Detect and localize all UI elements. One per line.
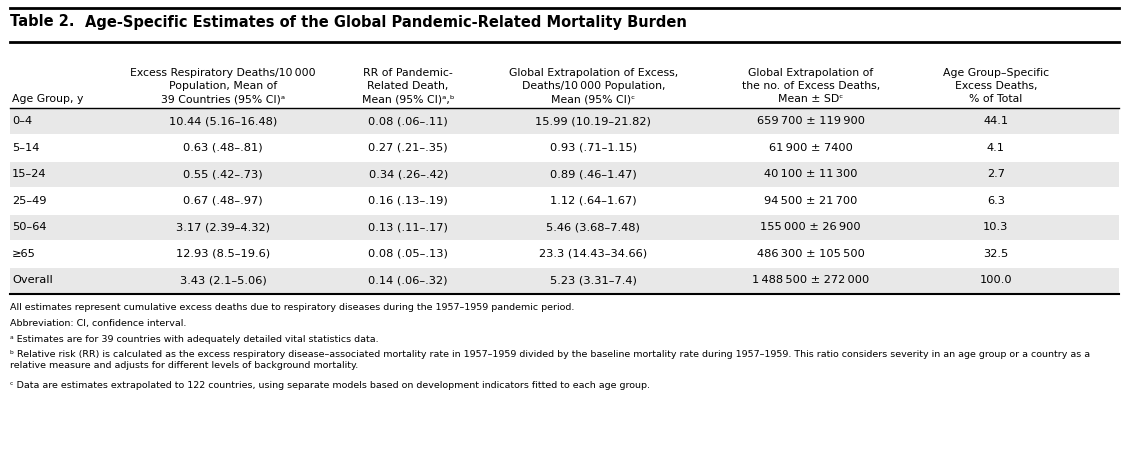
Bar: [10, 108, 1119, 135]
Text: 4.1: 4.1: [987, 143, 1005, 153]
Bar: [10, 161, 1119, 188]
Text: 0.16 (.13–.19): 0.16 (.13–.19): [369, 196, 449, 206]
Text: 61 900 ± 7400: 61 900 ± 7400: [769, 143, 853, 153]
Text: ᵃ Estimates are for 39 countries with adequately detailed vital statistics data.: ᵃ Estimates are for 39 countries with ad…: [10, 334, 379, 343]
Text: 3.17 (2.39–4.32): 3.17 (2.39–4.32): [176, 222, 270, 232]
Text: All estimates represent cumulative excess deaths due to respiratory diseases dur: All estimates represent cumulative exces…: [10, 303, 575, 312]
Text: 40 100 ± 11 300: 40 100 ± 11 300: [764, 169, 858, 179]
Text: Table 2.: Table 2.: [10, 14, 74, 30]
Text: 2.7: 2.7: [987, 169, 1005, 179]
Text: Age-Specific Estimates of the Global Pandemic-Related Mortality Burden: Age-Specific Estimates of the Global Pan…: [85, 14, 686, 30]
Text: 25–49: 25–49: [12, 196, 46, 206]
Text: Global Extrapolation of Excess,
Deaths/10 000 Population,
Mean (95% CI)ᶜ: Global Extrapolation of Excess, Deaths/1…: [508, 68, 678, 104]
Text: ᶜ Data are estimates extrapolated to 122 countries, using separate models based : ᶜ Data are estimates extrapolated to 122…: [10, 381, 650, 390]
Text: 659 700 ± 119 900: 659 700 ± 119 900: [756, 116, 864, 126]
Text: 15.99 (10.19–21.82): 15.99 (10.19–21.82): [535, 116, 651, 126]
Text: ≥65: ≥65: [12, 249, 36, 259]
Text: 0.08 (.06–.11): 0.08 (.06–.11): [369, 116, 449, 126]
Bar: [10, 214, 1119, 240]
Text: 1.12 (.64–1.67): 1.12 (.64–1.67): [550, 196, 637, 206]
Text: ᵇ Relative risk (RR) is calculated as the excess respiratory disease–associated : ᵇ Relative risk (RR) is calculated as th…: [10, 350, 1090, 370]
Text: 5.46 (3.68–7.48): 5.46 (3.68–7.48): [547, 222, 640, 232]
Text: 6.3: 6.3: [987, 196, 1005, 206]
Text: 23.3 (14.43–34.66): 23.3 (14.43–34.66): [540, 249, 647, 259]
Text: Excess Respiratory Deaths/10 000
Population, Mean of
39 Countries (95% CI)ᵃ: Excess Respiratory Deaths/10 000 Populat…: [130, 68, 316, 104]
Bar: [10, 267, 1119, 293]
Text: 32.5: 32.5: [983, 249, 1009, 259]
Text: Overall: Overall: [12, 275, 53, 285]
Text: 15–24: 15–24: [12, 169, 46, 179]
Text: Global Extrapolation of
the no. of Excess Deaths,
Mean ± SDᶜ: Global Extrapolation of the no. of Exces…: [742, 68, 880, 104]
Text: 0.13 (.11–.17): 0.13 (.11–.17): [369, 222, 449, 232]
Text: 0.27 (.21–.35): 0.27 (.21–.35): [369, 143, 447, 153]
Text: 5–14: 5–14: [12, 143, 39, 153]
Text: 10.44 (5.16–16.48): 10.44 (5.16–16.48): [169, 116, 277, 126]
Text: 44.1: 44.1: [984, 116, 1009, 126]
Text: 0.93 (.71–1.15): 0.93 (.71–1.15): [550, 143, 637, 153]
Text: 0.14 (.06–.32): 0.14 (.06–.32): [369, 275, 447, 285]
Text: Abbreviation: CI, confidence interval.: Abbreviation: CI, confidence interval.: [10, 319, 186, 328]
Text: 0.34 (.26–.42): 0.34 (.26–.42): [369, 169, 447, 179]
Text: 3.43 (2.1–5.06): 3.43 (2.1–5.06): [179, 275, 266, 285]
Text: 0.67 (.48–.97): 0.67 (.48–.97): [183, 196, 263, 206]
Text: Age Group–Specific
Excess Deaths,
% of Total: Age Group–Specific Excess Deaths, % of T…: [943, 68, 1049, 104]
Text: Age Group, y: Age Group, y: [12, 94, 83, 104]
Text: 0–4: 0–4: [12, 116, 33, 126]
Text: 0.08 (.05–.13): 0.08 (.05–.13): [369, 249, 449, 259]
Text: 10.3: 10.3: [983, 222, 1009, 232]
Text: 94 500 ± 21 700: 94 500 ± 21 700: [764, 196, 858, 206]
Text: 0.55 (.42–.73): 0.55 (.42–.73): [183, 169, 263, 179]
Text: RR of Pandemic-
Related Death,
Mean (95% CI)ᵃ,ᵇ: RR of Pandemic- Related Death, Mean (95%…: [362, 68, 454, 104]
Text: 486 300 ± 105 500: 486 300 ± 105 500: [756, 249, 864, 259]
Text: 1 488 500 ± 272 000: 1 488 500 ± 272 000: [752, 275, 869, 285]
Text: 0.89 (.46–1.47): 0.89 (.46–1.47): [550, 169, 637, 179]
Text: 0.63 (.48–.81): 0.63 (.48–.81): [183, 143, 263, 153]
Text: 155 000 ± 26 900: 155 000 ± 26 900: [761, 222, 861, 232]
Text: 5.23 (3.31–7.4): 5.23 (3.31–7.4): [550, 275, 637, 285]
Text: 100.0: 100.0: [979, 275, 1012, 285]
Text: 50–64: 50–64: [12, 222, 46, 232]
Text: 12.93 (8.5–19.6): 12.93 (8.5–19.6): [176, 249, 270, 259]
